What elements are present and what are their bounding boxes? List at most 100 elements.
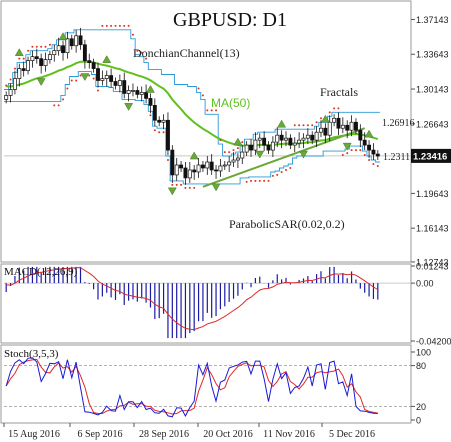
candle-body bbox=[275, 134, 280, 143]
candle-body bbox=[34, 56, 39, 59]
y-tick-label: 1.33643 bbox=[416, 50, 449, 60]
candle-body bbox=[244, 144, 249, 153]
candle-body bbox=[249, 144, 253, 151]
candle-body bbox=[371, 149, 376, 155]
candle-body bbox=[87, 60, 92, 63]
psar-dot bbox=[215, 109, 218, 112]
candle-body bbox=[257, 137, 262, 141]
macd-y-tick-label: 0.00 bbox=[416, 279, 434, 289]
candle-body bbox=[192, 169, 197, 173]
candle-body bbox=[235, 157, 240, 161]
candle-body bbox=[375, 153, 380, 157]
psar-dot bbox=[197, 87, 200, 90]
psar-dot bbox=[315, 121, 318, 124]
candle-body bbox=[301, 137, 306, 141]
psar-dot bbox=[306, 124, 309, 127]
psar-label: ParabolicSAR(0.02,0.2) bbox=[229, 217, 345, 231]
psar-dot bbox=[97, 89, 99, 92]
candle-body bbox=[56, 45, 61, 52]
candle-body bbox=[152, 105, 157, 121]
candle-body bbox=[74, 35, 79, 47]
candle-body bbox=[78, 35, 83, 46]
candle-body bbox=[214, 169, 218, 172]
psar-dot bbox=[372, 163, 375, 166]
candle-body bbox=[292, 142, 297, 146]
candle-body bbox=[139, 92, 144, 95]
y-tick-label: 1.37143 bbox=[416, 15, 449, 25]
psar-dot bbox=[140, 51, 143, 54]
psar-dot bbox=[363, 154, 366, 157]
candle-body bbox=[161, 119, 166, 123]
fractal-marker bbox=[58, 32, 68, 41]
psar-dot bbox=[302, 124, 305, 127]
psar-dot bbox=[66, 87, 69, 90]
psar-dot bbox=[298, 124, 301, 127]
psar-dot bbox=[127, 24, 130, 27]
psar-dot bbox=[293, 124, 296, 127]
psar-dot bbox=[18, 57, 21, 60]
level-1-label: 1.26916 bbox=[382, 118, 415, 129]
macd-y-tick-label: 0.01243 bbox=[416, 262, 449, 272]
fractal-marker bbox=[255, 150, 265, 159]
fractal-marker bbox=[80, 73, 90, 82]
candle-body bbox=[69, 38, 74, 47]
psar-dot bbox=[245, 180, 248, 183]
macd-y-tick-label: -0.04200 bbox=[416, 337, 451, 347]
psar-dot bbox=[22, 57, 25, 60]
psar-dot bbox=[105, 24, 108, 27]
psar-dot bbox=[193, 186, 196, 189]
candle-body bbox=[340, 124, 345, 129]
candle-body bbox=[222, 164, 227, 167]
psar-dot bbox=[188, 186, 191, 189]
psar-dot bbox=[223, 151, 226, 154]
candle-body bbox=[47, 54, 52, 60]
stoch-k-line bbox=[5, 357, 378, 418]
x-tick-label: 28 Sep 2016 bbox=[139, 429, 189, 440]
candle-body bbox=[30, 56, 35, 61]
psar-dot bbox=[228, 151, 231, 154]
candle-body bbox=[345, 124, 350, 131]
candle-body bbox=[240, 151, 245, 159]
fractal-marker bbox=[277, 119, 287, 128]
fractal-marker bbox=[124, 103, 134, 111]
candle-body bbox=[305, 134, 310, 139]
psar-dot bbox=[175, 183, 178, 186]
stoch-d-line bbox=[5, 358, 378, 415]
macd-signal-line bbox=[6, 267, 379, 331]
candle-body bbox=[122, 80, 127, 94]
psar-dot bbox=[136, 49, 139, 52]
y-tick-label: 1.19643 bbox=[416, 189, 449, 199]
candle-body bbox=[196, 164, 201, 173]
level-2-label: 1.2311 bbox=[383, 152, 410, 163]
psar-dot bbox=[79, 74, 82, 77]
candle-body bbox=[135, 90, 140, 95]
candle-body bbox=[144, 92, 149, 99]
candle-body bbox=[266, 144, 271, 151]
ma50-line bbox=[6, 60, 379, 147]
macd-title: MACD(12,26,9) bbox=[4, 266, 78, 278]
psar-dot bbox=[158, 131, 161, 134]
psar-dot bbox=[201, 94, 204, 97]
x-tick-label: 11 Nov 2016 bbox=[263, 429, 315, 440]
ma50-label: MA(50) bbox=[211, 96, 250, 110]
psar-dot bbox=[131, 33, 134, 36]
psar-dot bbox=[184, 186, 187, 189]
candle-body bbox=[96, 68, 100, 81]
candle-body bbox=[288, 137, 293, 146]
psar-dot bbox=[368, 159, 371, 162]
candle-body bbox=[332, 117, 337, 123]
candle-body bbox=[131, 90, 135, 92]
fractal-marker bbox=[342, 142, 352, 151]
psar-dot bbox=[254, 179, 257, 182]
stoch-title: Stoch(3,5,3) bbox=[4, 348, 59, 360]
candle-body bbox=[61, 45, 65, 54]
psar-dot bbox=[31, 45, 34, 48]
fractal-marker bbox=[211, 183, 221, 192]
psar-dot bbox=[337, 107, 340, 110]
fractal-marker bbox=[364, 129, 374, 138]
candle-body bbox=[8, 89, 13, 96]
psar-dot bbox=[210, 109, 213, 112]
candle-body bbox=[12, 78, 17, 90]
psar-dot bbox=[153, 129, 156, 132]
psar-dot bbox=[75, 79, 78, 82]
